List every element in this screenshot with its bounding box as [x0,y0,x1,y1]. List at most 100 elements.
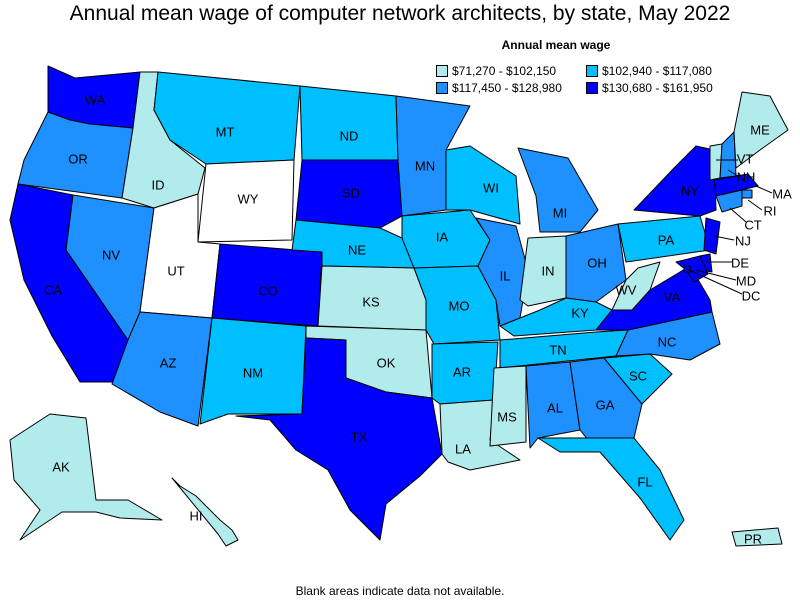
state-sd[interactable] [295,159,403,229]
map-title: Annual mean wage of computer network arc… [69,2,731,25]
legend-label: $130,680 - $161,950 [602,81,713,95]
state-wv[interactable] [611,261,661,311]
state-label-az: AZ [160,355,177,370]
legend-item-tier-2: $117,450 - $128,980 [436,81,586,95]
state-label-ct: CT [744,217,761,232]
state-ct[interactable] [715,189,743,213]
state-label-ga: GA [596,397,615,412]
state-label-wy: WY [238,191,259,206]
state-label-sd: SD [342,185,360,200]
state-fl[interactable] [537,437,685,541]
state-label-or: OR [68,151,88,166]
legend-swatch [586,82,598,94]
state-label-co: CO [258,283,278,298]
state-label-la: LA [455,441,471,456]
state-label-wi: WI [483,180,499,195]
state-ky[interactable] [499,297,613,337]
state-label-ne: NE [348,242,366,257]
leader-line-ma [755,185,773,194]
state-ms[interactable] [489,365,527,447]
state-label-va: VA [664,289,681,304]
state-label-nd: ND [340,128,359,143]
state-label-mt: MT [216,124,235,139]
state-label-ak: AK [52,459,70,474]
state-label-ny: NY [681,183,699,198]
state-label-me: ME [750,122,770,137]
state-label-oh: OH [587,255,607,270]
state-label-ca: CA [44,282,62,297]
state-label-pa: PA [658,232,675,247]
state-ma[interactable] [713,173,759,197]
state-label-mi: MI [553,205,567,220]
state-label-in: IN [542,263,555,278]
state-pr[interactable] [731,527,783,547]
state-label-pr: PR [744,531,762,546]
state-label-tx: TX [351,429,368,444]
state-nd[interactable] [299,85,399,161]
leader-line-dc [686,268,743,295]
legend-swatch [436,82,448,94]
state-nm[interactable] [199,317,307,425]
state-label-nc: NC [658,334,677,349]
state-label-md: MD [736,273,756,288]
state-label-ar: AR [453,364,471,379]
state-label-ky: KY [571,305,589,320]
state-ri[interactable] [741,189,753,199]
state-nh[interactable] [719,131,737,179]
leader-line-nh [727,169,739,177]
legend-swatch [586,65,598,77]
state-label-nj: NJ [735,233,751,248]
state-label-nm: NM [243,365,263,380]
state-label-al: AL [547,400,563,415]
state-tx[interactable] [235,337,443,541]
state-label-id: ID [152,177,165,192]
state-al[interactable] [525,361,581,449]
state-ny[interactable] [633,145,717,217]
state-mi[interactable] [517,147,599,233]
state-nj[interactable] [703,217,721,255]
state-label-ok: OK [377,355,396,370]
state-label-fl: FL [637,474,652,489]
state-me[interactable] [733,91,789,169]
state-wi[interactable] [445,145,521,225]
legend-item-tier-0: $71,270 - $102,150 [436,64,586,78]
legend-label: $71,270 - $102,150 [452,64,557,78]
state-label-vt: VT [737,151,754,166]
state-label-wa: WA [85,92,106,107]
state-label-nv: NV [102,247,120,262]
legend-swatch [436,65,448,77]
state-hi[interactable] [171,477,239,547]
state-label-ms: MS [497,409,517,424]
legend-item-tier-3: $130,680 - $161,950 [586,81,726,95]
legend-label: $117,450 - $128,980 [452,81,562,95]
footnote: Blank areas indicate data not available. [295,584,505,598]
state-wy[interactable] [197,159,295,243]
legend-item-tier-1: $102,940 - $117,080 [586,64,726,78]
state-label-nh: NH [737,169,756,184]
state-ak[interactable] [9,413,163,541]
leader-line-ri [747,199,763,211]
legend: Annual mean wage $71,270 - $102,150 $102… [436,38,713,95]
state-label-wv: WV [616,282,637,297]
state-label-mn: MN [415,158,435,173]
state-label-ks: KS [362,294,380,309]
state-label-il: IL [500,268,511,283]
state-label-mo: MO [449,298,470,313]
leader-line-nj [713,235,735,241]
state-label-sc: SC [629,368,647,383]
state-label-de: DE [731,255,749,270]
state-label-ia: IA [436,229,449,244]
state-label-ma: MA [772,186,792,201]
state-oh[interactable] [565,223,627,303]
leader-line-ct [729,207,747,223]
legend-title: Annual mean wage [501,38,611,52]
state-label-tn: TN [549,342,566,357]
state-in[interactable] [519,235,567,307]
state-label-ri: RI [764,203,777,218]
legend-label: $102,940 - $117,080 [602,64,712,78]
state-label-ut: UT [167,263,184,278]
state-label-dc: DC [742,288,761,303]
state-label-hi: HI [190,508,203,523]
leader-line-md [695,269,737,281]
